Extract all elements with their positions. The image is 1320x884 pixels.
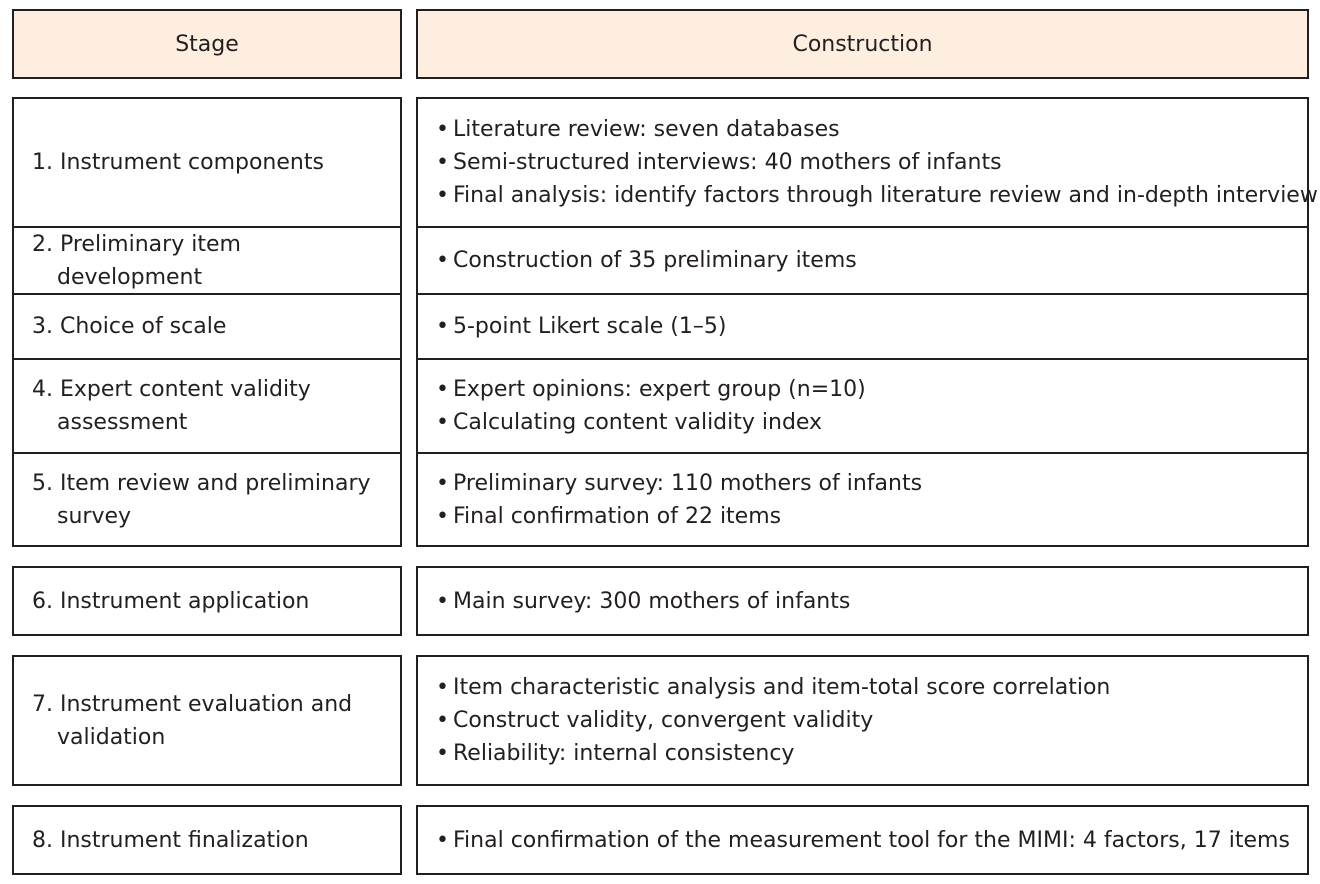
stage-box-8: 8. Instrument finalization bbox=[12, 805, 402, 875]
stage-box-1: 1. Instrument components bbox=[12, 97, 402, 228]
bullet-item: • Expert opinions: expert group (n=10) bbox=[436, 377, 866, 402]
construction-box-5: • Preliminary survey: 110 mothers of infa… bbox=[416, 452, 1309, 547]
stage-label-8: 8. Instrument finalization bbox=[32, 827, 309, 853]
stage-header: Stage bbox=[12, 9, 402, 79]
construction-box-6: • Main survey: 300 mothers of infants bbox=[416, 566, 1309, 636]
stage-label-3: 3. Choice of scale bbox=[32, 314, 227, 339]
construction-header: Construction bbox=[416, 9, 1309, 79]
bullet-item: • Reliability: internal consistency bbox=[436, 741, 795, 766]
stage-box-3: 3. Choice of scale bbox=[12, 293, 402, 360]
stage-label-7: 7. Instrument evaluation and validation bbox=[32, 691, 353, 750]
stage-label-5: 5. Item review and preliminary survey bbox=[32, 470, 371, 529]
construction-box-4: • Expert opinions: expert group (n=10) • C… bbox=[416, 358, 1309, 454]
bullet-item: • Final confirmation of the measurement t… bbox=[436, 827, 1290, 853]
stage-label-1: 1. Instrument components bbox=[32, 150, 324, 175]
bullet-item: • Final confirmation of 22 items bbox=[436, 503, 782, 529]
construction-box-3: • 5-point Likert scale (1–5) bbox=[416, 293, 1309, 360]
construction-box-1: • Literature review: seven databases • Sem… bbox=[416, 97, 1318, 228]
bullet-item: • Calculating content validity index bbox=[436, 410, 823, 435]
bullet-item: • Item characteristic analysis and item-t… bbox=[436, 675, 1111, 700]
bullet-item: • Construction of 35 preliminary items bbox=[436, 248, 857, 273]
stage-box-7: 7. Instrument evaluation and validation bbox=[12, 655, 402, 786]
stage-label-6: 6. Instrument application bbox=[32, 588, 310, 614]
bullet-item: • Preliminary survey: 110 mothers of infa… bbox=[436, 470, 923, 496]
bullet-item: • Final analysis: identify factors throug… bbox=[436, 183, 1318, 208]
construction-box-8: • Final confirmation of the measurement t… bbox=[416, 805, 1309, 875]
stage-box-4: 4. Expert content validity assessment bbox=[12, 358, 402, 454]
stage-box-5: 5. Item review and preliminary survey bbox=[12, 452, 402, 547]
construction-header-label: Construction bbox=[792, 31, 933, 57]
bullet-item: • Construct validity, convergent validity bbox=[436, 708, 874, 733]
stage-label-4: 4. Expert content validity assessment bbox=[32, 377, 311, 435]
construction-box-2: • Construction of 35 preliminary items bbox=[416, 226, 1309, 295]
bullet-item: • Literature review: seven databases bbox=[436, 117, 840, 142]
bullet-item: • Semi-structured interviews: 40 mothers … bbox=[436, 150, 1002, 175]
stage-box-2: 2. Preliminary item development bbox=[12, 226, 402, 295]
stage-header-label: Stage bbox=[175, 31, 239, 57]
stage-label-2: 2. Preliminary item development bbox=[32, 231, 241, 290]
stage-box-6: 6. Instrument application bbox=[12, 566, 402, 636]
bullet-item: • Main survey: 300 mothers of infants bbox=[436, 588, 851, 614]
bullet-item: • 5-point Likert scale (1–5) bbox=[436, 314, 727, 339]
construction-box-7: • Item characteristic analysis and item-t… bbox=[416, 655, 1309, 786]
